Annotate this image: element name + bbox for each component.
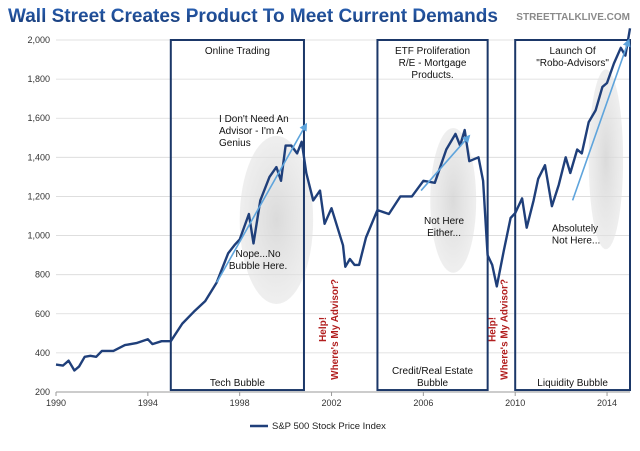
x-tick-label: 1998	[230, 398, 250, 408]
annotation-nope: Nope...No Bubble Here.	[229, 249, 287, 272]
box-bottom-label: Tech Bubble	[210, 378, 265, 389]
y-tick-label: 1,600	[27, 113, 50, 123]
box-top-label: Launch Of "Robo-Advisors"	[536, 46, 609, 69]
annotation-absolutely-not: Absolutely Not Here...	[552, 224, 600, 247]
y-tick-label: 1,800	[27, 74, 50, 84]
y-tick-label: 600	[35, 309, 50, 319]
x-tick-label: 2010	[505, 398, 525, 408]
y-tick-label: 800	[35, 270, 50, 280]
source-label: STREETTALKLIVE.COM	[516, 12, 630, 23]
note-help-2: Help!Where's My Advisor?	[488, 279, 511, 380]
x-tick-label: 2002	[322, 398, 342, 408]
y-tick-label: 1,400	[27, 152, 50, 162]
y-tick-label: 400	[35, 348, 50, 358]
box-top-label: ETF Proliferation R/E - Mortgage Products.	[395, 46, 470, 81]
chart-title: Wall Street Creates Product To Meet Curr…	[8, 6, 498, 27]
x-tick-label: 1990	[46, 398, 66, 408]
y-tick-label: 200	[35, 387, 50, 397]
y-tick-label: 2,000	[27, 35, 50, 45]
sp500-chart: Wall Street Creates Product To Meet Curr…	[0, 0, 640, 446]
x-tick-label: 1994	[138, 398, 158, 408]
note-help-1: Help!Where's My Advisor?	[318, 279, 341, 380]
box-top-label: Online Trading	[205, 46, 270, 57]
x-tick-label: 2014	[597, 398, 617, 408]
y-tick-label: 1,000	[27, 231, 50, 241]
highlight-ellipse	[430, 128, 476, 273]
highlight-ellipse	[589, 69, 623, 249]
annotation-not-here-either: Not Here Either...	[424, 216, 464, 239]
chart-frame: Wall Street Creates Product To Meet Curr…	[0, 0, 640, 446]
sp500-line	[56, 28, 630, 370]
box-bottom-label: Credit/Real Estate Bubble	[392, 366, 474, 389]
box-bottom-label: Liquidity Bubble	[537, 378, 608, 389]
x-tick-label: 2006	[413, 398, 433, 408]
y-tick-label: 1,200	[27, 191, 50, 201]
legend-label: S&P 500 Stock Price Index	[272, 421, 386, 432]
